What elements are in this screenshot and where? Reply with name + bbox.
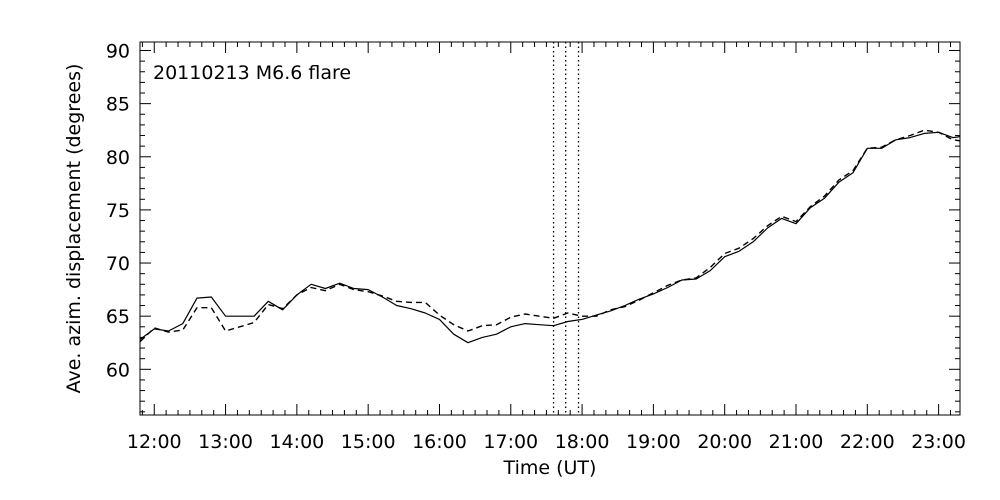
y-tick-label: 90	[106, 41, 130, 63]
x-tick-label: 16:00	[412, 431, 467, 453]
plot-frame	[139, 41, 961, 416]
y-tick-labels: 60 65 70 75 80 85 90	[106, 41, 130, 382]
y-tick-label: 60	[106, 359, 130, 381]
y-tick-label: 75	[106, 200, 130, 222]
x-tick-label: 20:00	[697, 431, 752, 453]
x-tick-label: 17:00	[483, 431, 538, 453]
x-tick-label: 22:00	[840, 431, 895, 453]
x-tick-label: 18:00	[555, 431, 610, 453]
x-tick-label: 13:00	[198, 431, 253, 453]
series-line-dashed	[139, 129, 961, 343]
x-tick-label: 14:00	[269, 431, 324, 453]
axis-ticks	[140, 42, 960, 415]
y-axis-title: Ave. azim. displacement (degrees)	[63, 64, 85, 394]
y-tick-label: 65	[106, 306, 130, 328]
y-tick-label: 70	[106, 253, 130, 275]
x-tick-label: 23:00	[911, 431, 966, 453]
x-tick-label: 15:00	[341, 431, 396, 453]
y-tick-label: 85	[106, 94, 130, 116]
x-tick-label: 19:00	[626, 431, 681, 453]
x-tick-label: 21:00	[769, 431, 824, 453]
x-axis-title: Time (UT)	[503, 457, 597, 479]
x-tick-label: 12:00	[127, 431, 182, 453]
flare-annotation: 20110213 M6.6 flare	[153, 62, 351, 84]
series-layer	[139, 129, 961, 344]
flare-time-markers	[552, 42, 580, 415]
series-line-solid	[139, 131, 961, 344]
x-tick-labels: 12:00 13:00 14:00 15:00 16:00 17:00 18:00 19:00…	[127, 431, 966, 453]
y-tick-label: 80	[106, 147, 130, 169]
